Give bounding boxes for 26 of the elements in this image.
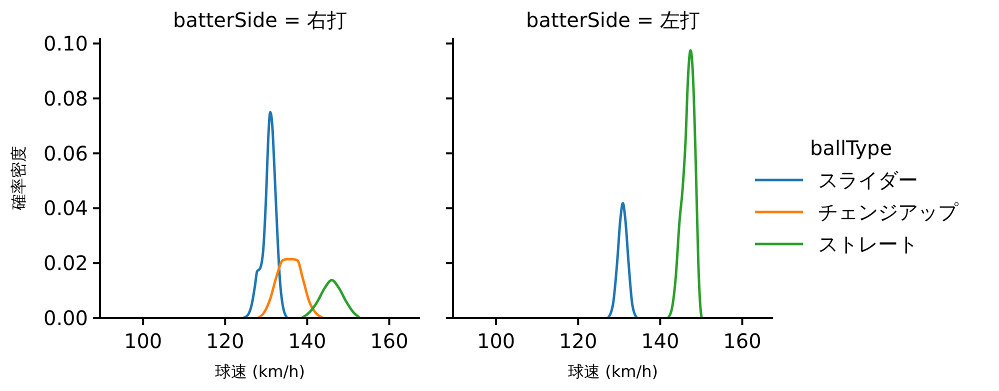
chart-title: batterSide = 左打 — [526, 8, 700, 32]
chart-title: batterSide = 右打 — [173, 8, 347, 32]
x-tick-label: 140 — [288, 329, 326, 353]
line-series — [256, 258, 324, 320]
x-axis-title: 球速 (km/h) — [215, 362, 305, 381]
y-tick-label: 0.08 — [43, 86, 88, 110]
legend-title: ballType — [810, 136, 892, 160]
y-tick-label: 0.10 — [43, 31, 88, 56]
x-tick-label: 100 — [124, 329, 162, 353]
x-tick-label: 160 — [370, 329, 408, 353]
x-tick-label: 140 — [641, 329, 680, 353]
y-axis-title: 確率密度 — [9, 146, 28, 211]
legend-label: ストレート — [818, 232, 918, 256]
x-tick-label: 160 — [723, 329, 762, 353]
x-tick-label: 120 — [206, 329, 244, 353]
y-tick-label: 0.00 — [43, 306, 88, 330]
x-tick-label: 120 — [559, 329, 598, 353]
legend-label: チェンジアップ — [818, 200, 959, 224]
x-axis-title: 球速 (km/h) — [568, 362, 658, 381]
line-series — [242, 110, 288, 320]
y-tick-label: 0.02 — [43, 251, 88, 276]
y-tick-label: 0.04 — [43, 196, 88, 220]
y-tick-label: 0.06 — [43, 141, 88, 166]
line-series — [300, 278, 362, 320]
legend-label: スライダー — [818, 168, 918, 192]
x-tick-label: 100 — [476, 329, 516, 353]
